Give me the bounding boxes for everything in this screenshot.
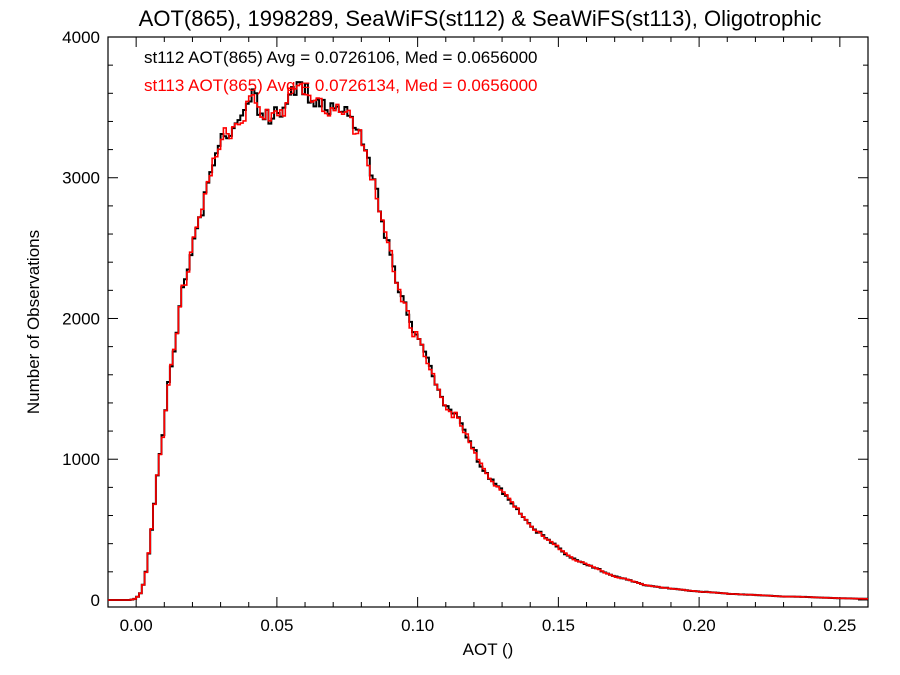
y-tick-label: 4000 <box>62 28 100 47</box>
x-tick-label: 0.15 <box>542 616 575 635</box>
x-tick-label: 0.10 <box>401 616 434 635</box>
x-axis-label: AOT () <box>463 640 514 659</box>
x-tick-label: 0.00 <box>120 616 153 635</box>
y-tick-label: 2000 <box>62 309 100 328</box>
series-st113-line <box>108 83 868 601</box>
chart-title: AOT(865), 1998289, SeaWiFS(st112) & SeaW… <box>139 6 822 31</box>
annotation-st113: st113 AOT(865) Avg = 0.0726134, Med = 0.… <box>144 76 538 95</box>
x-tick-label: 0.20 <box>683 616 716 635</box>
annotation-st112: st112 AOT(865) Avg = 0.0726106, Med = 0.… <box>144 48 538 67</box>
x-tick-label: 0.05 <box>260 616 293 635</box>
x-axis-ticks: 0.00 0.05 0.10 0.15 0.20 0.25 <box>120 37 869 635</box>
y-axis-ticks: 0 1000 2000 3000 4000 <box>62 28 868 610</box>
series-layer <box>108 81 868 601</box>
y-tick-label: 1000 <box>62 450 100 469</box>
y-tick-label: 0 <box>91 591 100 610</box>
x-tick-label: 0.25 <box>823 616 856 635</box>
plot-frame <box>107 36 869 608</box>
series-st112-line <box>108 81 868 601</box>
y-axis-label: Number of Observations <box>24 230 43 414</box>
y-tick-label: 3000 <box>62 169 100 188</box>
